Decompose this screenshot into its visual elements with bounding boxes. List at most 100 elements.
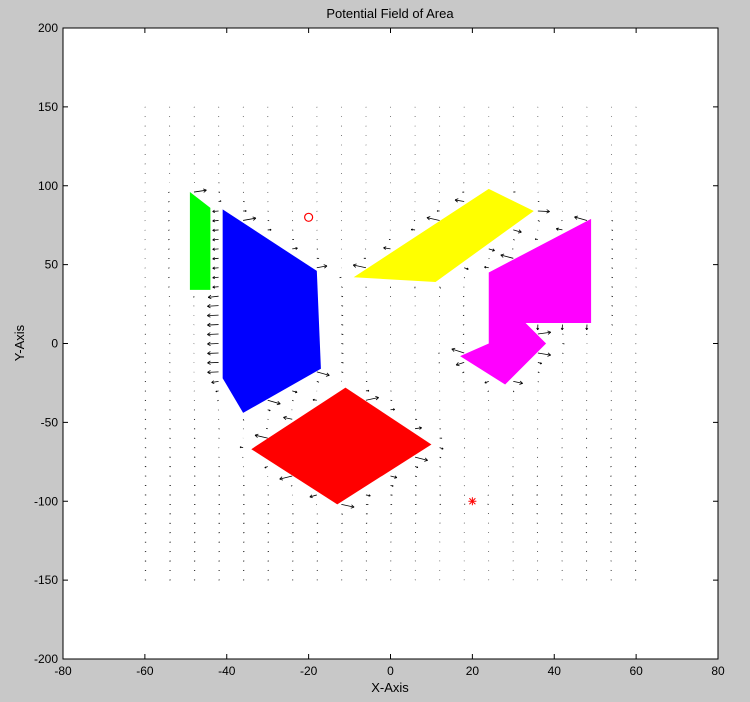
field-arrow [279, 475, 293, 481]
field-arrow [212, 257, 219, 261]
field-arrow [562, 352, 564, 354]
start-marker [304, 212, 314, 222]
field-arrow [414, 466, 419, 469]
field-arrow [462, 295, 465, 298]
field-arrow [561, 569, 563, 571]
field-arrow [537, 447, 539, 449]
field-arrow [414, 475, 417, 478]
field-arrow [243, 216, 257, 221]
field-arrow [462, 333, 465, 335]
field-arrow [561, 428, 563, 430]
field-arrow [390, 381, 392, 383]
x-tick-label: -20 [300, 664, 318, 678]
field-arrow [365, 324, 367, 326]
field-arrow [484, 265, 489, 269]
field-arrow [454, 198, 465, 203]
field-arrow [168, 220, 170, 222]
field-arrow [463, 494, 466, 496]
field-arrow [242, 418, 245, 421]
field-arrow [365, 362, 367, 364]
field-arrow [560, 324, 564, 331]
field-arrow [283, 415, 293, 421]
x-tick-label: -60 [136, 664, 154, 678]
field-arrow [144, 295, 146, 297]
field-arrow [555, 227, 563, 231]
field-arrow [390, 579, 392, 581]
field-arrow [534, 238, 538, 241]
field-arrow [611, 276, 614, 279]
field-arrow [267, 399, 281, 406]
field-arrow [512, 531, 514, 534]
field-arrow [383, 246, 391, 250]
field-arrow [168, 239, 170, 241]
field-arrow [410, 228, 416, 231]
field-arrow [611, 305, 613, 307]
field-arrow [218, 200, 222, 202]
field-arrow [341, 362, 344, 364]
field-arrow [611, 295, 614, 298]
field-arrow [611, 267, 614, 269]
field-arrow [239, 446, 244, 449]
field-arrow [212, 228, 219, 232]
field-arrow [436, 210, 440, 212]
field-arrow [341, 371, 344, 373]
field-arrow [290, 485, 293, 487]
field-arrow [462, 314, 465, 317]
field-arrow [365, 333, 367, 335]
field-arrow [487, 390, 490, 393]
field-arrow [316, 380, 320, 383]
field-arrow [462, 371, 465, 374]
field-arrow [207, 341, 219, 346]
field-arrow [561, 418, 563, 421]
field-arrow [586, 399, 588, 402]
field-arrow [438, 362, 440, 364]
field-arrow [365, 352, 367, 354]
x-tick-label: 40 [548, 664, 562, 678]
chart-title: Potential Field of Area [326, 6, 454, 21]
x-tick-label: 20 [466, 664, 480, 678]
field-arrow [463, 286, 465, 288]
field-arrow [439, 531, 441, 534]
field-arrow [537, 437, 539, 439]
x-tick-label: 60 [629, 664, 643, 678]
field-arrow [267, 228, 272, 231]
field-arrow [536, 324, 540, 331]
field-arrow [537, 560, 539, 562]
field-arrow [537, 352, 551, 357]
field-arrow [168, 229, 170, 231]
field-arrow [455, 362, 465, 367]
field-arrow [312, 398, 317, 402]
field-arrow [215, 390, 219, 393]
field-arrow [439, 447, 444, 450]
field-arrow [439, 456, 442, 459]
field-arrow [341, 352, 344, 354]
field-arrow [193, 188, 207, 193]
field-arrow [585, 324, 589, 331]
field-arrow [168, 267, 170, 269]
y-tick-label: -100 [34, 494, 58, 508]
field-arrow [513, 239, 515, 241]
field-arrow [168, 210, 170, 212]
field-arrow [414, 456, 428, 462]
field-arrow [207, 332, 219, 337]
field-arrow [341, 324, 344, 326]
field-arrow [451, 347, 465, 354]
field-arrow [463, 381, 465, 383]
field-arrow [439, 466, 441, 468]
field-arrow [537, 330, 551, 335]
field-arrow [611, 248, 614, 250]
field-arrow [341, 504, 355, 509]
obstacle-polygon [189, 192, 211, 290]
field-arrow [144, 172, 146, 174]
field-arrow [635, 352, 637, 354]
field-arrow [254, 433, 268, 439]
vector-field [144, 106, 637, 581]
field-arrow [611, 314, 613, 317]
field-arrow [513, 229, 522, 234]
field-arrow [352, 263, 367, 269]
field-arrow [488, 248, 495, 252]
field-arrow [610, 371, 612, 373]
field-arrow [462, 305, 465, 307]
obstacles [189, 188, 592, 505]
